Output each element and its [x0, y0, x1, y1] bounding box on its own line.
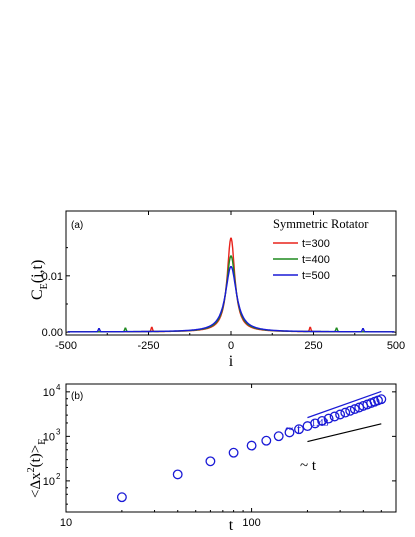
data-point	[335, 409, 346, 420]
svg-text:CE(i,t): CE(i,t)	[29, 260, 50, 300]
panel-b-y-tick-exponent: 4	[56, 383, 61, 392]
panel-b-y-tick-exponent: 2	[56, 472, 61, 481]
fit-label-linear: ~ t	[300, 458, 317, 474]
legend-label-t-400: t=400	[302, 254, 330, 266]
panel-a-x-tick-label: 500	[387, 340, 405, 352]
panel-a-y-tick-label: 0.00	[42, 327, 63, 339]
data-point	[329, 411, 340, 422]
fit-line-linear	[307, 423, 382, 443]
panel-a-y-tick-label: 0.01	[42, 271, 63, 283]
data-point	[284, 427, 295, 438]
panel-a-y-axis-label: CE(i,t)	[29, 260, 50, 300]
panel-a-label: (a)	[71, 220, 83, 231]
panel-b-x-axis-label: t	[229, 517, 234, 534]
panel-a-x-axis-label: i	[229, 353, 234, 370]
legend-label-t-500: t=500	[302, 270, 330, 282]
panel-a: -500 -250 0 250 500 0.00 0.01 (a) Symmetric Ro…	[29, 210, 405, 370]
panel-b-frame	[65, 383, 397, 513]
data-point	[246, 440, 257, 451]
data-point	[340, 407, 351, 418]
panel-b-y-tick-label: 10	[43, 431, 55, 443]
data-point	[261, 435, 272, 446]
panel-b-y-tick-exponent: 3	[56, 427, 61, 436]
data-point	[323, 413, 334, 424]
panel-b-label: (b)	[71, 391, 83, 402]
data-point	[273, 431, 284, 442]
svg-text:<Δx2(t)>E: <Δx2(t)>E	[26, 439, 48, 498]
data-point	[228, 447, 239, 458]
data-point	[317, 415, 328, 426]
data-point	[376, 394, 387, 405]
data-point	[345, 405, 356, 416]
legend: t=300 t=400 t=500	[273, 238, 330, 282]
data-point	[310, 418, 321, 429]
legend-title: Symmetric Rotator	[273, 217, 369, 231]
data-point	[294, 424, 304, 435]
panel-b-y-axis-label: <Δx2(t)>E	[26, 439, 48, 498]
panel-a-x-tick-label: 250	[304, 340, 322, 352]
series-line-t-300	[67, 237, 395, 333]
data-point	[116, 492, 127, 503]
data-point	[349, 404, 360, 415]
series-line-t-500	[67, 266, 395, 333]
panel-a-x-tick-label: -500	[55, 340, 77, 352]
panel-b-x-tick-label: 100	[242, 517, 260, 529]
panel-b-y-tick-label: 10	[43, 387, 55, 399]
panel-a-x-tick-label: 0	[228, 340, 234, 352]
fit-line-power-law	[307, 390, 382, 419]
legend-label-t-300: t=300	[302, 238, 330, 250]
panel-a-x-tick-label: -250	[137, 340, 159, 352]
panel-b-y-tick-label: 10	[43, 476, 55, 488]
data-point	[172, 469, 183, 480]
data-point	[205, 456, 216, 467]
panel-b-x-tick-label: 10	[60, 517, 72, 529]
